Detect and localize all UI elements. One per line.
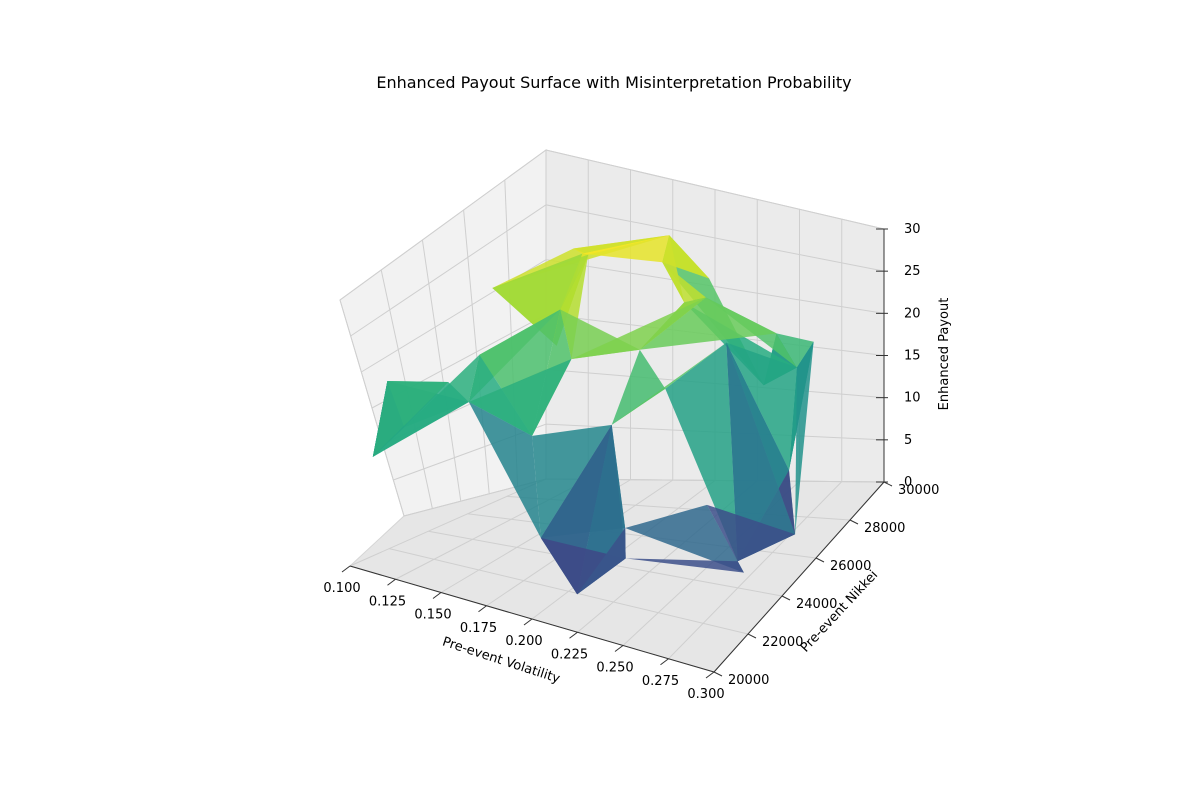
z-tick-label: 20 <box>904 306 921 321</box>
surface-facet <box>726 342 796 562</box>
z-tick-label: 30 <box>904 222 921 237</box>
y-tick <box>713 671 723 677</box>
surface-facet <box>625 558 744 573</box>
y-tick-label: 30000 <box>898 483 939 498</box>
x-tick-label: 0.200 <box>505 634 542 649</box>
z-axis-label: Enhanced Payout <box>937 298 952 411</box>
y-tick <box>849 519 859 525</box>
y-tick <box>781 595 791 601</box>
surface-facet <box>776 333 814 368</box>
y-wall-gridline <box>421 239 462 502</box>
surface-facet <box>611 342 727 425</box>
x-tick <box>341 565 351 573</box>
surface-facet <box>665 342 738 562</box>
x-tick <box>478 605 487 613</box>
surface-facet <box>468 359 572 436</box>
surface-facet <box>571 297 706 360</box>
x-axis-line <box>349 565 715 673</box>
y-axis-line <box>713 481 885 673</box>
y-tick-label: 26000 <box>830 559 871 574</box>
z-tick-label: 10 <box>904 391 921 406</box>
x-tick <box>387 578 396 586</box>
x-tick <box>614 645 624 652</box>
y-tick-label: 22000 <box>762 635 803 650</box>
surface-facet <box>706 504 796 562</box>
x-gridline <box>668 481 843 660</box>
y-wall-gridline <box>339 299 405 517</box>
surface-facet <box>532 424 612 538</box>
surface-facet <box>582 235 670 263</box>
x-tick-label: 0.125 <box>369 594 406 609</box>
surface-facet <box>468 402 541 538</box>
x-gridline <box>349 478 547 567</box>
surface-facet <box>795 341 814 535</box>
payout-surface <box>372 235 814 595</box>
surface-facet <box>662 262 706 303</box>
surface-facet <box>372 382 469 457</box>
x-tick-label: 0.175 <box>460 621 497 636</box>
surface-facet <box>372 381 449 457</box>
chart-title: Enhanced Payout Surface with Misinterpre… <box>376 73 851 92</box>
x-tick-label: 0.275 <box>642 674 679 689</box>
x-tick-label: 0.300 <box>687 687 724 702</box>
y-gridline <box>389 548 749 635</box>
x-tick <box>432 592 442 599</box>
surface-facet <box>625 504 744 573</box>
x-tick <box>705 671 715 679</box>
surface-facet <box>582 235 670 255</box>
x-tick <box>569 631 578 639</box>
y-tick-label: 24000 <box>796 597 837 612</box>
y-wall-gridline <box>463 209 490 494</box>
y-tick <box>883 481 893 487</box>
surface-facet <box>639 297 777 350</box>
x-tick <box>660 658 669 666</box>
surface-facet <box>540 537 626 595</box>
surface-facet <box>726 342 797 471</box>
x-tick-label: 0.150 <box>414 608 451 623</box>
z-tick-label: 0 <box>904 475 912 490</box>
x-tick-label: 0.250 <box>596 661 633 676</box>
surface-facet <box>611 349 666 425</box>
z-tick-label: 25 <box>904 264 921 279</box>
surface-facet <box>662 235 710 279</box>
y-tick <box>747 633 757 639</box>
x-tick <box>523 618 533 626</box>
surface-facet <box>479 309 561 436</box>
x-tick-label: 0.225 <box>551 647 588 662</box>
z-tick-label: 15 <box>904 349 921 364</box>
surface-facet <box>372 382 449 457</box>
y-tick <box>815 557 825 563</box>
z-tick-label: 5 <box>904 433 912 448</box>
x-axis-label: Pre-event Volatility <box>440 635 562 687</box>
surface-facet <box>577 528 626 595</box>
x-tick-label: 0.100 <box>323 581 360 596</box>
y-tick-label: 20000 <box>728 673 769 688</box>
surface-facet <box>573 248 589 255</box>
y-tick-label: 28000 <box>864 521 905 536</box>
axes: 0 5 10 15 20 25 30 0.100 0.125 0.150 0.175 0.200 0.2… <box>323 222 939 702</box>
